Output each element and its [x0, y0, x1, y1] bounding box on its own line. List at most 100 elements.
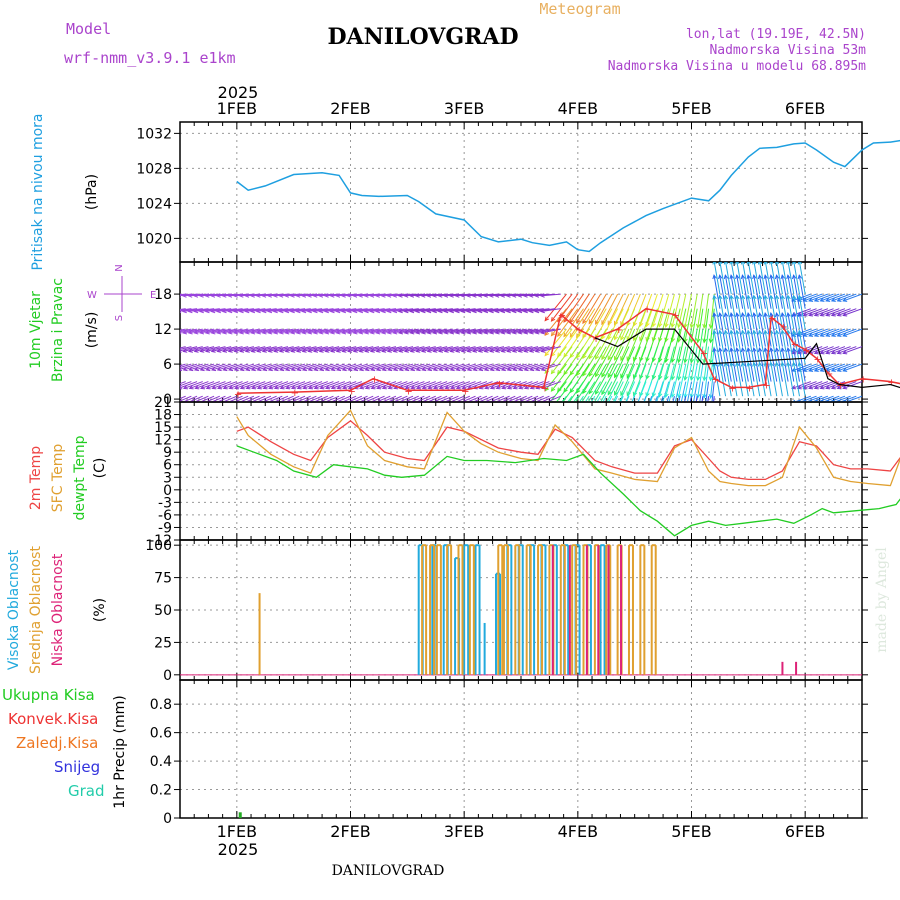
wind-arrowhead: [363, 293, 369, 298]
wind-arrow: [544, 293, 567, 321]
wind-arrowhead: [563, 332, 568, 338]
wind-arrow: [444, 328, 465, 334]
wind-arrow: [398, 308, 419, 312]
wind-arrow: [302, 308, 323, 312]
wind-arrowhead: [296, 385, 302, 390]
wind-arrowhead: [318, 366, 325, 372]
wind-arrow: [814, 346, 834, 354]
wind-arrowhead: [676, 375, 682, 381]
wind-arrow: [626, 363, 641, 396]
wind-arrow: [330, 346, 351, 352]
wind-arrowhead: [380, 293, 386, 298]
wind-arrow: [478, 328, 499, 334]
wind-arrow: [358, 395, 374, 402]
grid: [180, 540, 862, 680]
wind-arrowhead: [576, 318, 581, 324]
wind-arrow: [216, 395, 232, 402]
wind-arrow: [228, 346, 249, 352]
wind-arrowhead: [182, 348, 188, 353]
wind-arrowhead: [255, 308, 261, 314]
y-tick-label: 18: [154, 408, 172, 424]
wind-arrowhead: [166, 349, 170, 353]
wind-arrowhead: [813, 332, 819, 337]
wind-arrowhead: [723, 312, 729, 318]
wind-arrow: [595, 293, 613, 325]
wind-arrowhead: [273, 348, 279, 353]
wind-arrowhead: [438, 385, 444, 390]
wind-arrow: [472, 308, 493, 312]
wind-arrowhead: [769, 347, 774, 353]
wind-arrow: [206, 363, 226, 371]
wind-arrow: [342, 346, 362, 352]
wind-arrow: [713, 348, 721, 382]
wind-arrowhead: [689, 323, 695, 329]
wind-arrow: [199, 308, 220, 312]
wind-arrowhead: [702, 323, 707, 329]
wind-arrowhead: [786, 262, 791, 265]
wind-arrow: [353, 346, 374, 352]
wind-arrowhead: [607, 373, 612, 379]
wind-arrow: [318, 395, 334, 402]
wind-arrowhead: [295, 308, 301, 314]
wind-arrow: [180, 381, 181, 383]
wind-gust-marker: +: [836, 381, 844, 392]
wind-arrow: [658, 363, 670, 397]
wind-arrowhead: [172, 309, 176, 313]
wind-arrow: [405, 381, 425, 389]
wind-arrowhead: [450, 385, 456, 390]
wind-arrow: [342, 381, 363, 389]
wind-arrow: [562, 381, 579, 402]
wind-arrowhead: [187, 308, 193, 314]
wind-arrow: [665, 346, 675, 380]
wind-arrow: [518, 308, 539, 312]
wind-arrowhead: [409, 348, 415, 353]
footer-station: DANILOVGRAD: [332, 863, 445, 879]
wind-arrow: [535, 328, 556, 334]
wind-arrowhead: [460, 348, 466, 353]
wind-arrow: [393, 308, 414, 312]
wind-arrow: [797, 293, 817, 302]
wind-arrowhead: [613, 373, 619, 379]
wind-arrowhead: [232, 293, 238, 298]
wind-arrow: [239, 308, 260, 312]
wind-arrow: [473, 346, 493, 352]
wind-arrow: [325, 363, 345, 371]
wind-arrowhead: [683, 393, 688, 399]
wind-arrow: [313, 328, 334, 334]
wind-arrow: [561, 395, 567, 402]
wind-arrow: [820, 308, 840, 316]
wind-gust-marker: +: [802, 346, 810, 357]
wind-arrowhead: [330, 385, 336, 390]
wind-arrow: [193, 395, 209, 402]
wind-arrow: [719, 330, 727, 365]
wind-arrow: [319, 363, 340, 371]
wind-arrow: [484, 346, 505, 352]
wind-arrowhead: [414, 293, 420, 298]
y-tick-label: 0.8: [150, 697, 172, 713]
wind-arrowhead: [233, 366, 239, 372]
wind-arrowhead: [374, 293, 380, 298]
wind-arrow: [607, 346, 624, 378]
wind-arrow: [426, 395, 442, 402]
wind-arrowhead: [482, 293, 488, 298]
wind-arrow: [376, 346, 397, 352]
wind-arrow: [210, 395, 226, 402]
wind-arrow: [433, 328, 453, 334]
wind-arrow: [484, 328, 505, 334]
wind-arrowhead: [601, 390, 606, 396]
wind-arrow: [540, 395, 556, 402]
wind-arrow: [444, 363, 465, 371]
wind-arrowhead: [199, 330, 205, 335]
y-tick-label: 0: [163, 811, 172, 827]
wind-arrow: [791, 293, 812, 302]
wind-arrowhead: [210, 308, 216, 314]
wind-arrowhead: [809, 399, 813, 402]
wind-arrowhead: [301, 308, 307, 314]
wind-arrowhead: [466, 330, 472, 335]
wind-arrowhead: [233, 330, 239, 335]
wind-arrow: [776, 362, 783, 397]
wind-arrow: [329, 395, 346, 402]
wind-arrowhead: [752, 274, 757, 280]
wind-arrowhead: [665, 411, 669, 415]
wind-arrowhead: [307, 348, 313, 353]
